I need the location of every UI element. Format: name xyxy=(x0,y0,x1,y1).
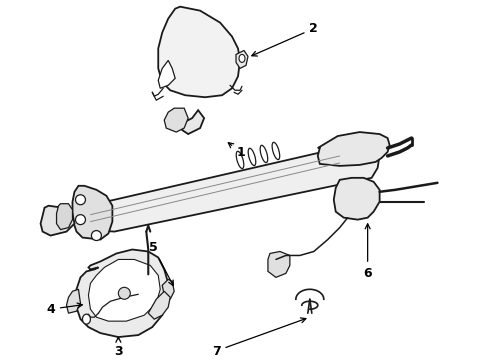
Text: 3: 3 xyxy=(114,337,122,357)
Polygon shape xyxy=(236,50,248,68)
Polygon shape xyxy=(41,206,74,235)
Polygon shape xyxy=(158,60,175,88)
Circle shape xyxy=(119,287,130,299)
Text: 1: 1 xyxy=(228,143,245,159)
Text: 5: 5 xyxy=(149,241,173,285)
Circle shape xyxy=(75,195,85,205)
Polygon shape xyxy=(162,279,174,299)
Circle shape xyxy=(92,231,101,240)
Polygon shape xyxy=(182,110,204,134)
Polygon shape xyxy=(158,7,240,97)
Polygon shape xyxy=(268,252,290,277)
Polygon shape xyxy=(89,260,160,321)
Ellipse shape xyxy=(239,54,245,62)
Polygon shape xyxy=(67,289,80,313)
Text: 4: 4 xyxy=(46,303,82,316)
Polygon shape xyxy=(334,178,380,220)
Polygon shape xyxy=(138,284,156,304)
Polygon shape xyxy=(76,249,168,337)
Polygon shape xyxy=(73,186,112,239)
Polygon shape xyxy=(164,108,188,132)
Text: 7: 7 xyxy=(212,318,306,357)
Polygon shape xyxy=(80,148,380,231)
Polygon shape xyxy=(148,291,170,319)
Circle shape xyxy=(75,215,85,225)
Ellipse shape xyxy=(82,314,91,324)
Polygon shape xyxy=(56,204,73,230)
Polygon shape xyxy=(318,132,390,166)
Text: 6: 6 xyxy=(364,224,372,280)
Text: 2: 2 xyxy=(252,22,318,56)
